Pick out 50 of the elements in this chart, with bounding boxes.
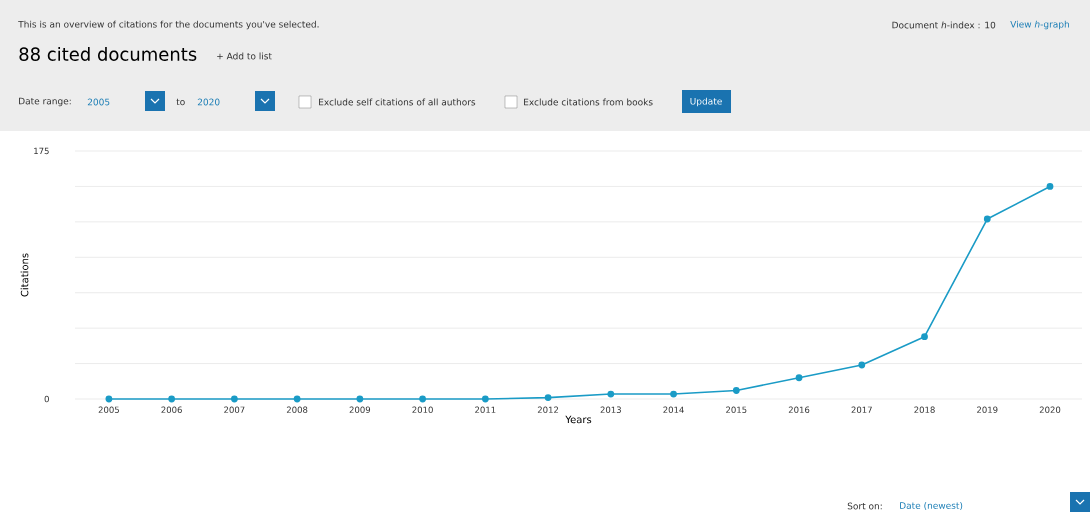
x-tick-label: 2011 — [475, 406, 496, 413]
point — [419, 395, 426, 403]
text: This is an overview of citations for the documents you've selected. — [18, 20, 319, 30]
point — [607, 390, 615, 398]
point — [732, 387, 740, 394]
point — [983, 215, 991, 223]
x-tick-label: 2006 — [161, 406, 182, 413]
text: Exclude self citations of all authors — [319, 98, 476, 106]
text: Sort on: — [847, 502, 882, 510]
point — [795, 374, 803, 382]
x-tick-label: 2017 — [851, 406, 872, 413]
text: 2020 — [197, 98, 220, 106]
y-tick-label: 0 — [44, 395, 49, 403]
text: 2005 — [87, 98, 110, 106]
point — [481, 395, 489, 403]
point — [1046, 183, 1054, 190]
x-tick-label: 2018 — [914, 406, 935, 413]
x-tick-label: 2009 — [349, 406, 371, 413]
point — [921, 333, 928, 341]
text: Exclude citations from books — [524, 98, 653, 106]
text: Update — [690, 97, 722, 107]
point — [230, 395, 238, 403]
y-axis-title: Citations — [20, 253, 29, 297]
text: View h-graph — [1010, 20, 1069, 30]
text: Date (newest) — [900, 501, 963, 511]
point — [544, 394, 552, 401]
x-tick-label: 2015 — [726, 406, 747, 413]
point — [168, 395, 176, 403]
text: Date range: — [19, 97, 71, 107]
y-tick-label: 175 — [34, 147, 49, 155]
point — [670, 390, 677, 398]
x-tick-label: 2016 — [788, 406, 810, 413]
point — [858, 361, 866, 369]
x-tick-label: 2005 — [98, 406, 119, 413]
x-tick-label: 2012 — [537, 406, 559, 413]
x-tick-label: 2020 — [1039, 406, 1061, 413]
point — [293, 395, 301, 403]
x-tick-label: 2008 — [286, 406, 308, 413]
text: Document h-index : 10 — [892, 21, 996, 29]
x-tick-label: 2010 — [412, 406, 433, 413]
x-axis-title: Years — [565, 415, 592, 424]
point — [105, 395, 113, 403]
x-tick-label: 2014 — [663, 406, 684, 413]
x-tick-label: 2019 — [977, 406, 998, 413]
chart-title: 88 cited documents — [19, 47, 197, 61]
x-tick-label: 2007 — [224, 406, 245, 413]
x-tick-label: 2013 — [600, 406, 621, 413]
text: + Add to list — [217, 52, 272, 60]
point — [356, 395, 364, 403]
text: to — [176, 98, 185, 106]
